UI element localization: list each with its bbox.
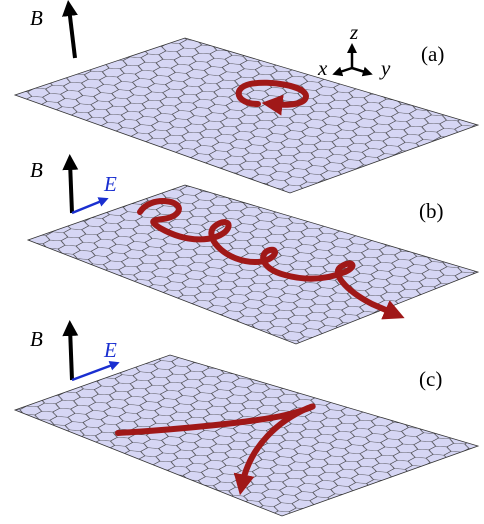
e-label: E [103,172,117,196]
figure: B z x y (a) B E (b) B E (c) [0,0,484,524]
panel-label: (a) [421,42,444,66]
y-axis [352,68,368,73]
panel-label: (c) [419,367,442,391]
graphene-sheet [15,38,478,193]
y-label: y [379,56,391,80]
b-field-arrow [69,8,75,58]
x-axis [337,68,352,73]
b-field-arrow [70,162,72,213]
b-field-arrow [70,328,72,380]
x-label: x [317,56,328,80]
b-label: B [30,327,43,351]
graphene-sheet [15,355,478,516]
axis-triad [337,48,368,73]
e-field-arrow [72,200,104,213]
z-label: z [349,20,358,44]
e-label: E [103,338,117,362]
b-label: B [30,158,43,182]
panel-label: (b) [419,199,444,223]
b-label: B [30,6,43,30]
